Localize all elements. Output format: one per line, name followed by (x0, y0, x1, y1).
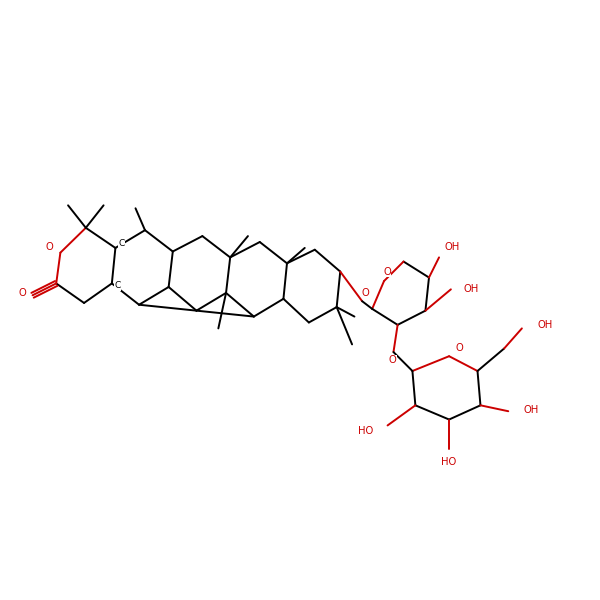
Text: O: O (388, 355, 396, 365)
Text: C: C (115, 281, 121, 290)
Text: O: O (18, 288, 26, 298)
Text: OH: OH (464, 284, 479, 295)
Text: O: O (383, 266, 391, 277)
Text: O: O (456, 343, 464, 353)
Text: OH: OH (445, 242, 460, 252)
Text: OH: OH (537, 320, 553, 331)
Text: C: C (118, 239, 124, 248)
Text: HO: HO (442, 457, 457, 467)
Text: HO: HO (358, 427, 373, 436)
Text: O: O (46, 242, 53, 252)
Text: O: O (361, 288, 369, 298)
Text: OH: OH (523, 405, 538, 415)
